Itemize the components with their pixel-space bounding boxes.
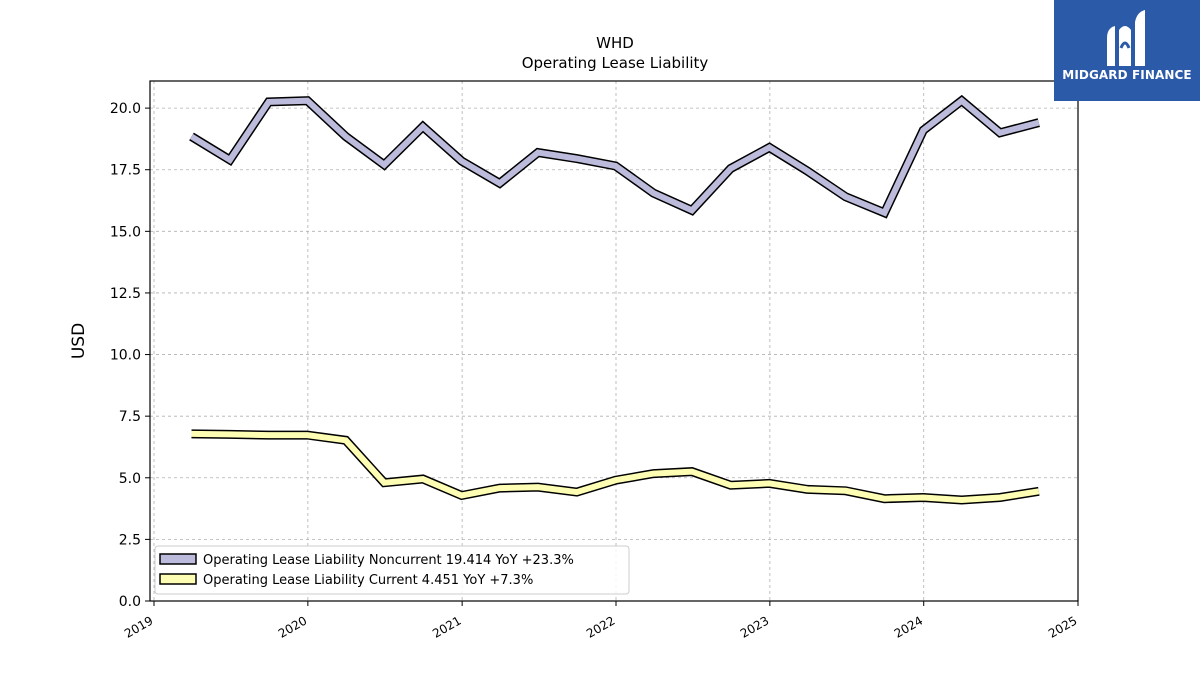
y-tick-label: 17.5 (110, 163, 141, 179)
y-tick-label: 2.5 (119, 532, 141, 548)
legend-label: Operating Lease Liability Noncurrent 19.… (203, 553, 574, 568)
y-tick-label: 15.0 (110, 224, 141, 240)
midgard-logo-mark-icon (1107, 10, 1145, 66)
midgard-finance-logo: MIDGARD FINANCE (1054, 0, 1200, 101)
legend: Operating Lease Liability Noncurrent 19.… (154, 545, 630, 595)
y-axis: 0.0 2.5 5.0 7.5 10.0 12.5 15.0 17.5 20.0 (110, 101, 150, 610)
legend-box (154, 545, 630, 595)
x-tick-label: 2025 (1046, 613, 1079, 640)
x-axis: 2019 2020 2021 2022 2023 2024 2025 (122, 601, 1080, 641)
series-line (191, 430, 1040, 504)
x-tick-label: 2021 (430, 613, 463, 640)
series-lines (189, 94, 1040, 505)
y-tick-label: 10.0 (110, 348, 141, 364)
logo-text: MIDGARD FINANCE (1062, 68, 1192, 82)
y-tick-label: 7.5 (119, 409, 141, 425)
x-tick-label: 2020 (276, 613, 309, 640)
x-tick-label: 2023 (738, 613, 771, 640)
series-line-outline (191, 429, 1040, 505)
series-2 (191, 429, 1040, 505)
y-tick-label: 20.0 (110, 101, 141, 117)
y-tick-label: 0.0 (119, 594, 141, 610)
legend-label: Operating Lease Liability Current 4.451 … (203, 573, 533, 588)
chart-subtitle: Operating Lease Liability (522, 54, 709, 72)
series-1 (189, 94, 1040, 219)
series-line (189, 96, 1040, 217)
x-tick-label: 2019 (122, 613, 155, 640)
chart-title: WHD (596, 34, 634, 52)
y-tick-label: 12.5 (110, 286, 141, 302)
legend-swatch (159, 553, 197, 565)
grid (150, 81, 1079, 602)
x-tick-label: 2022 (584, 613, 617, 640)
legend-swatch (159, 573, 197, 585)
y-axis-label: USD (69, 323, 89, 359)
plot-frame (149, 80, 1079, 602)
x-tick-label: 2024 (892, 613, 925, 640)
y-tick-label: 5.0 (119, 471, 141, 487)
